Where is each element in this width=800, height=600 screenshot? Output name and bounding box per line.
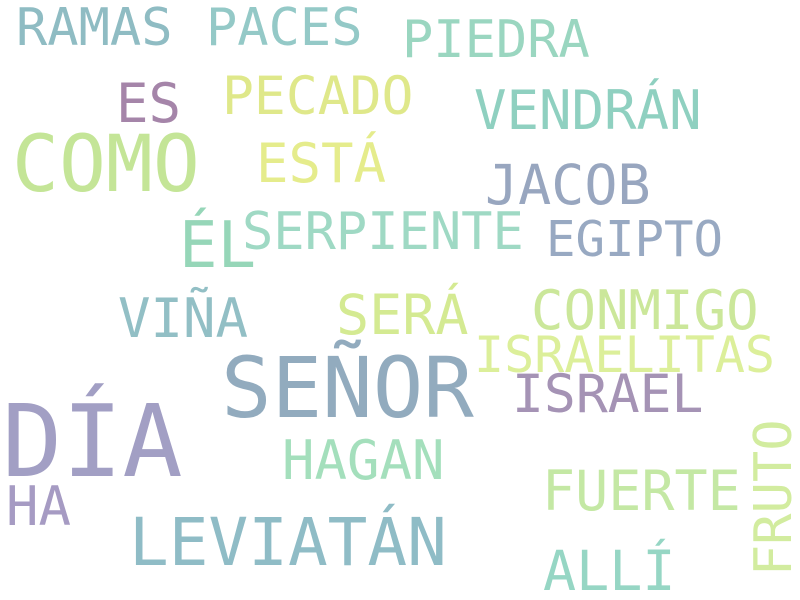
word-israel: ISRAEL [512,364,704,425]
word-alli: ALLÍ [543,539,676,600]
word-israelitas: ISRAELITAS [474,326,776,384]
word-jacob: JACOB [485,153,651,217]
word-hagan: HAGAN [282,429,445,492]
word-fuerte: FUERTE [542,459,741,523]
word-piedra: PIEDRA [402,10,590,70]
word-fruto: FRUTO [744,419,800,576]
word-vina: VIÑA [118,287,249,350]
word-dia: DÍA [2,383,183,500]
word-esta: ESTÁ [256,132,387,195]
word-como: COMO [12,120,200,210]
word-conmigo: CONMIGO [531,279,759,342]
word-sera: SERÁ [336,283,469,347]
word-paces: PACES [206,0,363,58]
word-egipto: EGIPTO [546,211,724,268]
word-es: ES [116,72,182,135]
word-senor: SEÑOR [221,339,474,437]
word-leviatan: LEVIATÁN [129,504,447,581]
word-ha: HA [6,475,72,538]
word-vendran: VENDRÁN [474,79,702,142]
word-ramas: RAMAS [16,0,173,58]
word-pecado: PECADO [222,66,414,127]
word-serpiente: SERPIENTE [242,202,524,262]
word-el: ÉL [179,209,257,283]
